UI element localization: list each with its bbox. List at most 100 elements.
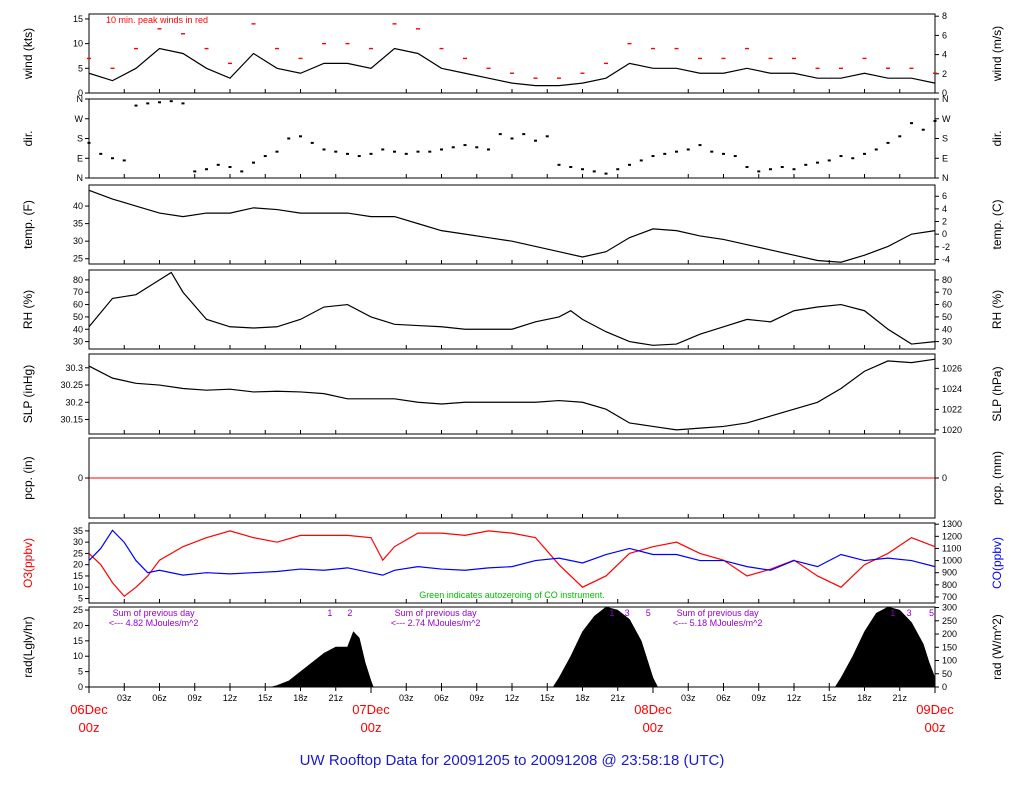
y-tick-label: 5 xyxy=(78,593,83,603)
direction-point xyxy=(804,163,808,166)
direction-point xyxy=(933,119,937,122)
y-tick-label: 20 xyxy=(73,560,83,570)
time-tick-label: 03z xyxy=(117,693,132,703)
y-axis-title-rad: rad(Lgly/hr) xyxy=(21,616,35,677)
peak-wind-mark xyxy=(134,47,138,50)
peak-wind-mark xyxy=(862,57,867,60)
y-tick-label: 10 xyxy=(73,582,83,592)
direction-point xyxy=(780,166,784,169)
peak-wind-mark xyxy=(392,23,397,25)
y-tick-label-right: 0 xyxy=(942,473,947,483)
direction-point xyxy=(874,148,878,151)
y-tick-label: 30.3 xyxy=(65,363,83,373)
direction-point xyxy=(310,141,314,144)
time-tick-label: 18z xyxy=(857,693,872,703)
panel-slp: 30.15 30.2 30.25 30.3 1020 1022 1024 1026 SLP (i… xyxy=(21,353,1004,435)
direction-point xyxy=(921,128,925,131)
direction-point xyxy=(686,148,690,151)
direction-point xyxy=(322,148,326,151)
peak-wind-mark xyxy=(275,47,279,50)
y-axis-title-temp: temp. (F) xyxy=(21,200,35,249)
direction-point xyxy=(510,137,514,140)
peak-wind-mark xyxy=(933,72,937,74)
y-tick-label-right: 6 xyxy=(942,191,947,201)
y-axis-title-chem: O3(ppbv) xyxy=(21,538,35,588)
y-tick-label-right: 1026 xyxy=(942,363,962,373)
y-tick-label-right: 2 xyxy=(942,217,947,227)
y-tick-label-right: 1300 xyxy=(942,519,962,529)
y-tick-label-right: 900 xyxy=(942,568,957,578)
direction-point xyxy=(369,152,373,155)
y-tick-label: 5 xyxy=(78,63,83,73)
direction-point xyxy=(792,168,796,171)
series-chem-o3 xyxy=(88,530,936,598)
y-axis-title-right-rad: rad (W/m^2) xyxy=(990,614,1004,680)
y-tick-label-right: 700 xyxy=(942,592,957,602)
radiation-sum-label: Sum of previous day xyxy=(677,608,760,618)
radiation-marker: 1 xyxy=(327,608,332,618)
direction-point xyxy=(581,168,584,171)
direction-point xyxy=(757,170,761,173)
peak-wind-mark xyxy=(298,57,303,60)
direction-point xyxy=(498,133,502,136)
radiation-area xyxy=(89,606,936,688)
panel-frame xyxy=(88,184,936,265)
y-tick-label-right: -2 xyxy=(942,242,950,252)
y-tick-label-right: N xyxy=(942,173,949,183)
direction-point xyxy=(675,150,678,153)
y-axis-title-right-pcp: pcp. (mm) xyxy=(990,451,1004,505)
peak-wind-mark xyxy=(557,77,561,79)
series-rh-relative-humidity xyxy=(88,271,936,346)
radiation-marker: 3 xyxy=(907,608,912,618)
y-axis-title-slp: SLP (inHg) xyxy=(21,365,35,423)
direction-point xyxy=(863,152,866,155)
y-tick-label: 0 xyxy=(78,682,83,692)
peak-wind-mark xyxy=(204,47,209,50)
y-tick-label-right: 6 xyxy=(942,30,947,40)
y-tick-label: 20 xyxy=(73,620,83,630)
y-tick-label: 30 xyxy=(73,337,83,347)
direction-point xyxy=(334,150,338,153)
direction-point xyxy=(545,135,549,138)
y-tick-label-right: 0 xyxy=(942,229,947,239)
y-tick-label-right: 200 xyxy=(942,629,957,639)
y-tick-label-right: 1020 xyxy=(942,425,962,435)
y-tick-label: 35 xyxy=(73,526,83,536)
direction-point xyxy=(287,137,291,140)
time-tick-label: 12z xyxy=(223,693,238,703)
direction-point xyxy=(346,152,349,155)
y-tick-label: 25 xyxy=(73,254,83,264)
peak-wind-mark xyxy=(181,33,185,35)
peak-wind-mark xyxy=(792,57,796,60)
y-tick-label: 10 xyxy=(73,39,83,49)
time-tick-label: 03z xyxy=(681,693,696,703)
y-axis-title-rh: RH (%) xyxy=(21,290,35,329)
y-tick-label: 30 xyxy=(73,537,83,547)
y-axis-title-right-temp: temp. (C) xyxy=(990,199,1004,249)
radiation-sum-label: Sum of previous day xyxy=(395,608,478,618)
date-hour-label: 00z xyxy=(79,720,100,735)
y-tick-label: 15 xyxy=(73,571,83,581)
y-tick-label-right: 4 xyxy=(942,204,947,214)
y-tick-label: 50 xyxy=(73,312,83,322)
direction-point xyxy=(275,150,279,153)
direction-point xyxy=(663,152,667,155)
direction-point xyxy=(604,172,608,175)
peak-wind-mark xyxy=(369,47,373,50)
panel-rad: 0510152025050100150200250300rad(Lgly/hr)… xyxy=(21,603,1004,692)
radiation-marker: 5 xyxy=(929,608,934,618)
time-tick-label: 06z xyxy=(152,693,167,703)
y-tick-label-right: 4 xyxy=(942,50,947,60)
y-tick-label-right: 1000 xyxy=(942,556,962,566)
series-slp-sea-level-pressure xyxy=(88,358,936,431)
panel-frame xyxy=(88,606,936,688)
series-chem-co xyxy=(88,529,936,576)
direction-point xyxy=(451,146,455,149)
peak-wind-mark xyxy=(463,57,467,60)
direction-point xyxy=(169,100,173,103)
wind-annotation: 10 min. peak winds in red xyxy=(106,15,208,25)
y-axis-title-right-slp: SLP (hPa) xyxy=(990,366,1004,421)
peak-wind-mark xyxy=(439,47,444,50)
series-temp-temperature xyxy=(88,189,936,263)
peak-wind-mark xyxy=(909,67,914,70)
